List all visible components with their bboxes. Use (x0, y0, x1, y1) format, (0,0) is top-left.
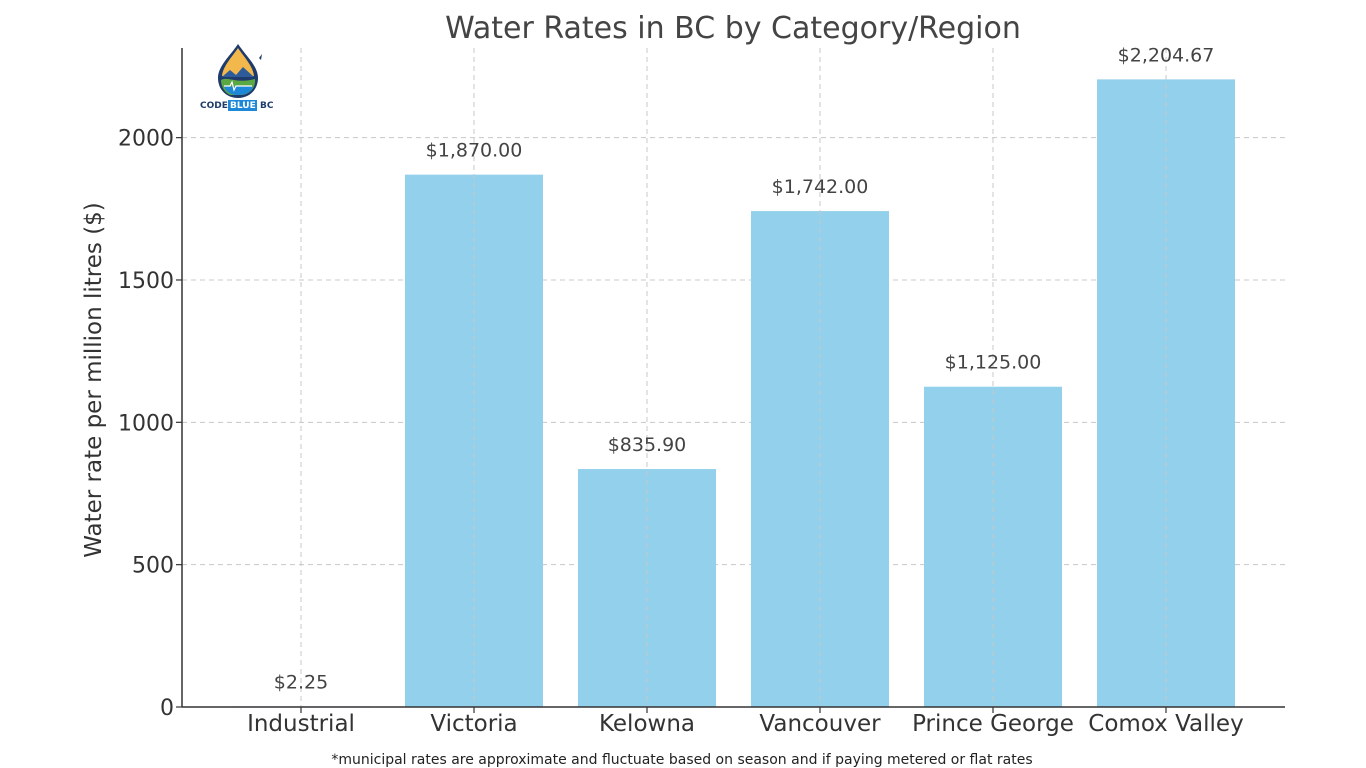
bar-data-label: $1,870.00 (426, 140, 523, 162)
x-tick-label: Comox Valley (1088, 711, 1243, 737)
x-axis-ticks: Industrial Victoria Kelowna Vancouver Prince… (247, 707, 1244, 737)
x-tick-label: Victoria (430, 711, 517, 737)
logo-blue-box (228, 100, 257, 111)
y-tick-label: 2000 (118, 127, 174, 152)
y-tick-label: 0 (160, 696, 174, 721)
y-tick-label: 1500 (118, 269, 174, 294)
y-axis-label: Water rate per million litres ($) (81, 202, 107, 558)
chart-title: Water Rates in BC by Category/Region (445, 11, 1021, 46)
x-tick-label: Prince George (912, 711, 1074, 737)
footnote: *municipal rates are approximate and flu… (331, 752, 1032, 768)
bar-data-label: $835.90 (608, 434, 687, 456)
vertical-grid-lines (300, 48, 1167, 707)
bars (232, 79, 1235, 708)
y-axis-ticks: 0 500 1000 1500 2000 (118, 127, 182, 721)
y-tick-label: 500 (132, 554, 174, 579)
y-tick-label: 1000 (118, 411, 174, 436)
bar-data-label: $1,742.00 (772, 176, 869, 198)
bar-data-labels: $2.25 $1,870.00 $835.90 $1,742.00 $1,125.00 $… (274, 44, 1215, 693)
x-tick-label: Vancouver (759, 711, 881, 737)
x-tick-label: Kelowna (599, 711, 695, 737)
water-drop-icon (218, 44, 262, 98)
logo-word-code: CODE (200, 101, 228, 111)
bar-data-label: $1,125.00 (945, 352, 1042, 374)
bar-data-label: $2,204.67 (1118, 44, 1215, 66)
bar-data-label: $2.25 (274, 671, 328, 693)
x-tick-label: Industrial (247, 711, 355, 737)
logo-word-bc: BC (260, 101, 274, 111)
logo-word-blue: BLUE (230, 101, 256, 111)
code-blue-bc-logo: CODE BLUE BC (196, 40, 286, 120)
